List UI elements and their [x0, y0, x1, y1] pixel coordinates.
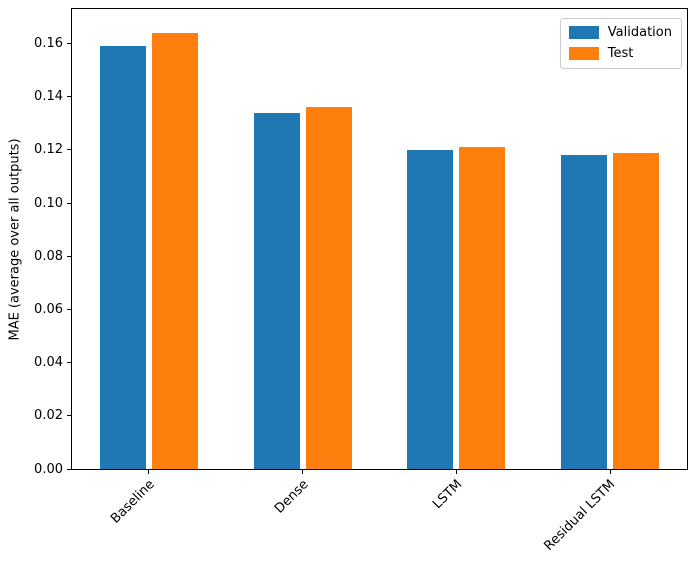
y-tick-label: 0.12 [34, 142, 63, 158]
y-tick-mark [67, 202, 71, 204]
bar-validation-lstm [407, 149, 454, 469]
x-tick-label-lstm: LSTM [429, 477, 466, 513]
y-axis-label: MAE (average over all outputs) [7, 137, 23, 341]
x-tick-mark [302, 470, 304, 474]
bar-test-dense [305, 107, 352, 469]
y-tick-mark [67, 415, 71, 417]
bar-validation-residual-lstm [561, 155, 608, 469]
x-tick-mark [148, 470, 150, 474]
y-tick-label: 0.10 [34, 195, 63, 211]
bar-test-baseline [151, 32, 198, 469]
y-tick-mark [67, 96, 71, 98]
x-tick-label-dense: Dense [271, 477, 312, 517]
legend-label: Validation [607, 25, 672, 40]
bar-test-residual-lstm [613, 152, 660, 469]
y-tick-label: 0.16 [34, 36, 63, 52]
legend-item-test: Test [568, 46, 672, 61]
legend-item-validation: Validation [568, 25, 672, 40]
legend: Validation Test [559, 18, 682, 69]
bar-validation-baseline [99, 46, 146, 469]
y-tick-label: 0.08 [34, 248, 63, 264]
y-tick-label: 0.02 [34, 408, 63, 424]
y-axis-label-box: MAE (average over all outputs) [0, 8, 30, 470]
legend-swatch-icon [568, 26, 599, 39]
x-tick-label-baseline: Baseline [107, 477, 158, 527]
legend-label: Test [607, 46, 634, 61]
y-tick-mark [67, 255, 71, 257]
legend-swatch-icon [568, 47, 599, 60]
y-tick-label: 0.04 [34, 355, 63, 371]
y-tick-mark [67, 309, 71, 310]
plot-area [71, 8, 688, 470]
y-tick-label: 0.00 [34, 461, 63, 477]
y-tick-label: 0.06 [34, 302, 63, 317]
bar-validation-dense [253, 112, 300, 469]
x-tick-mark [609, 470, 611, 474]
y-tick-mark [67, 149, 71, 151]
x-tick-mark [455, 470, 457, 474]
y-tick-mark [67, 362, 71, 364]
bar-test-lstm [459, 147, 506, 469]
y-tick-label: 0.14 [34, 89, 63, 105]
x-tick-label-residual-lstm: Residual LSTM [541, 477, 619, 554]
y-tick-mark [67, 43, 71, 45]
y-tick-mark [67, 468, 71, 470]
